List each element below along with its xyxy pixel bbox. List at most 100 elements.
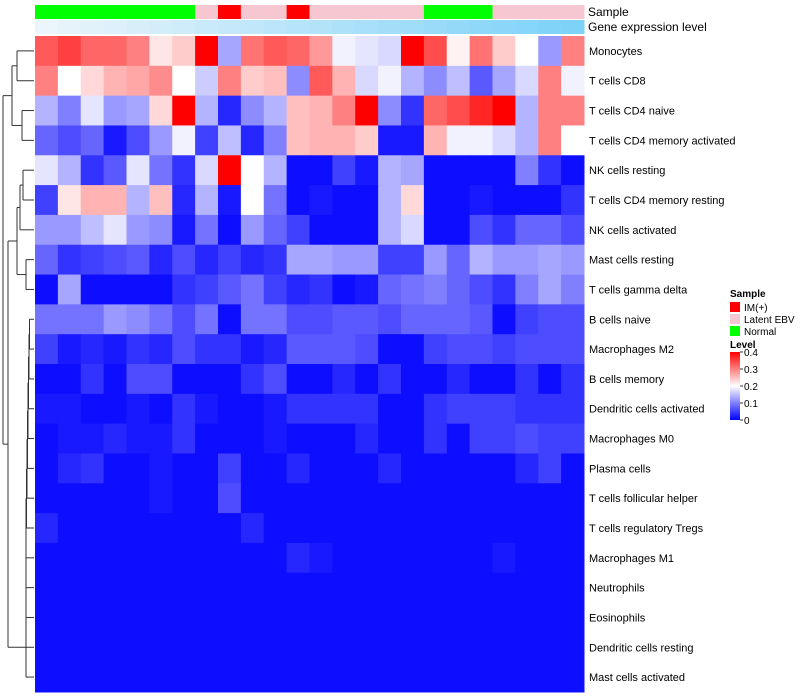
sample-annotation-cell <box>561 5 585 19</box>
heatmap-cell <box>309 572 333 604</box>
heatmap-cell <box>401 274 425 305</box>
heatmap-cell <box>538 214 562 246</box>
sample-annotation-cell <box>195 5 219 19</box>
heatmap-cell <box>561 304 585 335</box>
heatmap-cell <box>218 453 242 484</box>
heatmap-cell <box>423 542 448 574</box>
heatmap-cell <box>218 244 242 276</box>
heatmap-cell <box>218 513 242 544</box>
heatmap-cell <box>355 95 379 126</box>
row-dendrogram <box>2 50 34 678</box>
heatmap-cell <box>492 244 516 276</box>
heatmap-cell <box>172 125 196 156</box>
heatmap-cell <box>423 95 448 126</box>
annotation-label-sample: Sample <box>588 5 629 19</box>
gene-expression-annotation-cell <box>401 20 425 34</box>
heatmap-cell <box>538 155 562 186</box>
legend-sample-swatch <box>730 302 740 312</box>
heatmap-cell <box>195 274 219 305</box>
heatmap-cell <box>309 65 333 97</box>
heatmap-cell <box>515 304 539 335</box>
heatmap-cell <box>492 214 516 246</box>
heatmap-cell <box>401 602 425 633</box>
heatmap-cell <box>309 334 333 365</box>
row-label: T cells follicular helper <box>589 493 698 505</box>
heatmap-cell <box>561 632 585 663</box>
heatmap-cell <box>561 364 585 395</box>
heatmap-cell <box>355 393 379 425</box>
heatmap-cell <box>538 453 562 484</box>
heatmap-cell <box>263 572 288 604</box>
heatmap-cell <box>469 334 493 365</box>
heatmap-cell <box>332 662 356 693</box>
heatmap-cell <box>401 36 425 67</box>
heatmap-cell <box>538 393 562 425</box>
heatmap-cell <box>332 125 356 156</box>
gene-expression-annotation-cell <box>218 20 242 34</box>
row-label: T cells CD4 memory resting <box>589 195 725 207</box>
heatmap-cell <box>538 662 562 693</box>
heatmap-cell <box>80 632 105 663</box>
heatmap-cell <box>35 185 59 216</box>
heatmap-cell <box>469 662 493 693</box>
row-label: Mast cells resting <box>589 255 674 267</box>
heatmap-cell <box>126 36 150 67</box>
heatmap-cell <box>149 125 173 156</box>
heatmap-cell <box>35 632 59 663</box>
heatmap-cell <box>423 513 448 544</box>
heatmap-cell <box>446 483 471 514</box>
gene-expression-annotation-cell <box>492 20 516 34</box>
heatmap-cell <box>286 214 310 246</box>
heatmap-cell <box>80 65 105 97</box>
heatmap-cell <box>80 334 105 365</box>
heatmap-cell <box>469 393 493 425</box>
heatmap-cell <box>195 155 219 186</box>
heatmap-cell <box>309 274 333 305</box>
heatmap-cell <box>149 602 173 633</box>
heatmap-cell <box>35 572 59 604</box>
heatmap-cell <box>195 393 219 425</box>
heatmap-cell <box>57 185 82 216</box>
heatmap-cell <box>355 423 379 454</box>
heatmap-cell <box>286 155 310 186</box>
heatmap-cell <box>423 453 448 484</box>
sample-annotation-cell <box>492 5 516 19</box>
heatmap-cell <box>172 155 196 186</box>
heatmap-cell <box>172 542 196 574</box>
heatmap-cell <box>309 513 333 544</box>
legend-level-tick-label: 0.3 <box>744 365 758 376</box>
heatmap-cell <box>80 304 105 335</box>
heatmap-cell <box>218 542 242 574</box>
heatmap-cell <box>286 244 310 276</box>
gene-expression-annotation-cell <box>515 20 539 34</box>
gene-expression-annotation-cell <box>561 20 585 34</box>
heatmap-cell <box>126 364 150 395</box>
sample-annotation-cell <box>469 5 493 19</box>
heatmap-cell <box>57 602 82 633</box>
heatmap-cell <box>515 483 539 514</box>
legend-sample-label: IM(+) <box>744 303 768 314</box>
heatmap-cell <box>469 244 493 276</box>
gene-expression-annotation-cell <box>263 20 288 34</box>
legend-sample-label: Normal <box>744 327 776 338</box>
heatmap-cell <box>126 423 150 454</box>
row-label: Macrophages M1 <box>589 553 674 565</box>
heatmap-cell <box>263 65 288 97</box>
heatmap-cell <box>149 572 173 604</box>
heatmap-cell <box>446 125 471 156</box>
legend-sample-swatch <box>730 326 740 336</box>
heatmap-cell <box>172 393 196 425</box>
heatmap-cell <box>561 185 585 216</box>
heatmap-cell <box>355 36 379 67</box>
heatmap-cell <box>35 274 59 305</box>
heatmap-cell <box>309 542 333 574</box>
heatmap-cell <box>35 65 59 97</box>
heatmap-cell <box>57 483 82 514</box>
heatmap-cell <box>149 304 173 335</box>
heatmap-cell <box>332 244 356 276</box>
heatmap-cell <box>561 65 585 97</box>
heatmap-cell <box>126 274 150 305</box>
row-label: Macrophages M2 <box>589 344 674 356</box>
heatmap-cell <box>538 632 562 663</box>
